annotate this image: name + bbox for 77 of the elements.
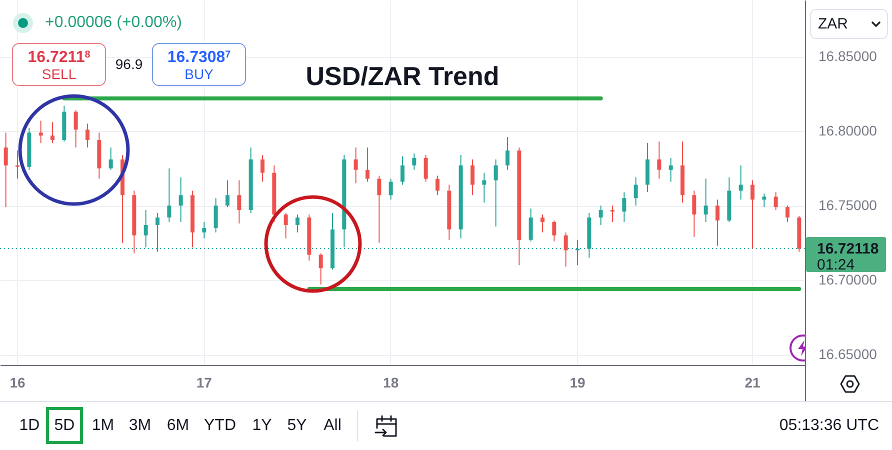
candlestick — [237, 180, 242, 224]
text: 5Y — [287, 417, 307, 434]
annotation: +0.00006 (+0.00%) — [45, 14, 182, 31]
candlestick — [86, 123, 90, 148]
candlestick — [528, 208, 533, 242]
ref-line-label: 16.72118 — [817, 240, 879, 258]
candlestick — [424, 154, 428, 182]
candlestick — [144, 210, 148, 248]
y-tick-label: 16.75000 — [818, 197, 878, 214]
x-tick-label: 19 — [570, 374, 586, 390]
text: 05:13:36 UTC — [779, 417, 879, 434]
candlestick — [750, 180, 754, 250]
annotation: SELL — [42, 66, 76, 82]
candlestick — [4, 132, 8, 208]
candlestick — [50, 122, 54, 144]
y-tick-label: 16.65000 — [818, 346, 878, 362]
candlestick — [552, 220, 556, 242]
candlestick — [610, 205, 614, 222]
candlestick — [622, 192, 626, 222]
text: All — [324, 417, 342, 434]
candlestick — [260, 154, 264, 182]
candlestick — [74, 110, 78, 148]
candlestick — [704, 178, 708, 222]
candlestick — [738, 164, 743, 200]
x-tick-label: 17 — [196, 374, 212, 390]
candlestick — [226, 180, 230, 208]
text: 3M — [128, 417, 152, 434]
candlestick — [540, 214, 544, 233]
candlestick — [108, 146, 113, 170]
candlestick — [284, 212, 288, 239]
candlestick — [318, 252, 323, 286]
x-tick-label: 16 — [10, 374, 26, 390]
candlestick — [296, 214, 300, 233]
annotation: 16.7308$^{7}$ — [167, 49, 231, 66]
candlestick — [202, 221, 206, 239]
candlestick — [564, 232, 568, 268]
text: 1D — [19, 417, 40, 434]
text: USD/ZAR Trend — [306, 61, 500, 91]
candlestick — [388, 178, 393, 200]
text: 01:24 — [817, 256, 855, 274]
candlestick — [786, 205, 790, 222]
candlestick — [178, 176, 183, 222]
candlestick — [16, 150, 20, 180]
candlestick — [634, 176, 638, 206]
candlestick — [400, 156, 404, 186]
candlestick — [494, 158, 498, 227]
candlestick — [377, 175, 382, 244]
candlestick — [774, 192, 778, 211]
candlestick — [38, 120, 43, 144]
text: YTD — [204, 417, 236, 434]
text: 5D — [54, 417, 75, 434]
x-tick-label: 21 — [744, 374, 760, 390]
candlestick — [354, 146, 358, 184]
text: 1M — [92, 417, 114, 434]
candlestick — [506, 136, 510, 170]
candlestick — [412, 152, 416, 170]
candlestick — [598, 205, 603, 226]
annotation: 96.9 — [115, 56, 143, 72]
text: 1Y — [252, 417, 272, 434]
candlestick — [762, 193, 766, 208]
candlestick — [668, 157, 673, 182]
x-tick-label: 18 — [383, 374, 399, 390]
annotation: 16.7211$^{8}$ — [28, 49, 90, 66]
annotation: BUY — [184, 66, 214, 82]
candlestick — [470, 158, 474, 196]
text: 6M — [166, 417, 190, 434]
y-tick-label: 16.85000 — [818, 48, 878, 64]
candlestick — [692, 190, 696, 238]
candlestick — [167, 168, 172, 222]
candlestick — [657, 141, 662, 180]
text: ZAR — [818, 16, 848, 32]
candlestick — [366, 146, 370, 182]
candlestick — [716, 199, 720, 246]
candlestick — [436, 175, 440, 196]
y-tick-label: 16.70000 — [818, 272, 878, 288]
candlestick — [214, 198, 218, 233]
y-tick-label: 16.80000 — [818, 122, 878, 139]
